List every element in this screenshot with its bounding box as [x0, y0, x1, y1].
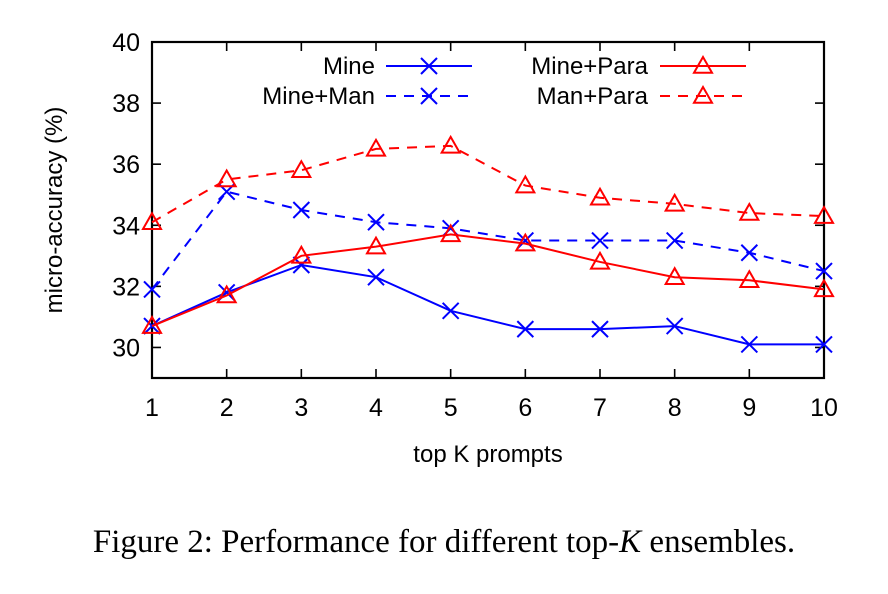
- legend-entry: Mine: [323, 53, 472, 80]
- data-point: [815, 262, 833, 280]
- data-point: [290, 159, 313, 179]
- series-layer: [141, 134, 835, 354]
- data-point: [738, 202, 761, 221]
- legend-entry: Mine+Man: [262, 83, 472, 110]
- legend-label: Man+Para: [537, 83, 649, 110]
- data-point: [589, 250, 611, 270]
- legend-marker: [420, 57, 438, 75]
- series-mine: [143, 256, 833, 354]
- data-point: [514, 232, 537, 252]
- series-mine-plus-para: [141, 223, 835, 334]
- x-tick-label: 10: [810, 394, 838, 422]
- x-tick-label: 7: [593, 394, 607, 422]
- series-line: [151, 263, 824, 346]
- y-tick-label: 36: [112, 151, 140, 179]
- x-tick-label: 3: [294, 394, 308, 422]
- y-tick-label: 32: [112, 273, 140, 301]
- figure-caption: Figure 2: Performance for different top-…: [0, 524, 888, 561]
- y-tick-label: 34: [112, 212, 140, 240]
- y-axis: 30 32 34 36 38 40: [112, 29, 824, 362]
- data-point: [292, 201, 311, 219]
- data-point: [367, 213, 385, 231]
- data-point: [740, 244, 759, 262]
- data-point: [663, 192, 686, 212]
- data-point: [591, 231, 609, 250]
- legend-marker: [420, 87, 438, 105]
- data-point: [441, 302, 460, 320]
- caption-k: K: [619, 524, 642, 560]
- data-point: [516, 320, 535, 338]
- x-tick-label: 8: [668, 394, 682, 422]
- data-point: [663, 266, 686, 285]
- y-tick-label: 38: [112, 90, 140, 118]
- data-point: [141, 315, 163, 334]
- x-tick-label: 9: [742, 394, 756, 422]
- data-point: [365, 235, 387, 255]
- x-tick-label: 1: [145, 394, 159, 422]
- x-tick-label: 6: [518, 394, 532, 422]
- series-line: [151, 144, 825, 224]
- legend-label: Mine+Para: [531, 53, 648, 80]
- data-point: [815, 335, 833, 354]
- data-point: [813, 278, 835, 298]
- data-point: [665, 317, 684, 335]
- data-point: [740, 335, 759, 354]
- data-point: [439, 134, 462, 154]
- data-point: [589, 186, 611, 206]
- y-tick-label: 30: [112, 334, 140, 362]
- data-point: [514, 174, 537, 194]
- data-point: [439, 223, 462, 243]
- y-tick-label: 40: [112, 29, 140, 57]
- legend-marker: [692, 84, 714, 104]
- legend-label: Mine+Man: [262, 83, 375, 110]
- data-point: [215, 168, 238, 188]
- series-man-plus-para: [141, 134, 835, 230]
- x-tick-label: 4: [369, 394, 383, 422]
- data-point: [143, 280, 161, 299]
- data-point: [813, 205, 835, 224]
- data-point: [365, 137, 387, 157]
- x-tick-label: 5: [444, 394, 458, 422]
- series-line: [151, 233, 825, 327]
- x-axis: 1 2 3 4 5 6 7 8 9 10: [145, 42, 838, 422]
- legend-label: Mine: [323, 53, 375, 80]
- data-point: [591, 320, 609, 338]
- data-point: [665, 231, 684, 250]
- legend-entry: Man+Para: [537, 83, 746, 110]
- data-point: [215, 284, 238, 304]
- x-tick-label: 2: [220, 394, 234, 422]
- caption-prefix: Figure 2: Performance for different top-: [92, 524, 620, 560]
- data-point: [290, 244, 313, 264]
- data-point: [141, 211, 163, 230]
- legend: Mine Mine+Man Mine+Para Man+Para: [262, 53, 746, 110]
- x-axis-label: top K prompts: [413, 441, 562, 468]
- data-point: [367, 268, 385, 286]
- y-axis-label: micro-accuracy (%): [41, 107, 68, 314]
- plot-border: [150, 40, 826, 380]
- plot-frame: [150, 40, 826, 380]
- caption-suffix: ensembles.: [641, 524, 796, 560]
- legend-entry: Mine+Para: [531, 53, 746, 80]
- series-line: [151, 190, 825, 291]
- legend-marker: [692, 54, 714, 74]
- data-point: [738, 269, 761, 289]
